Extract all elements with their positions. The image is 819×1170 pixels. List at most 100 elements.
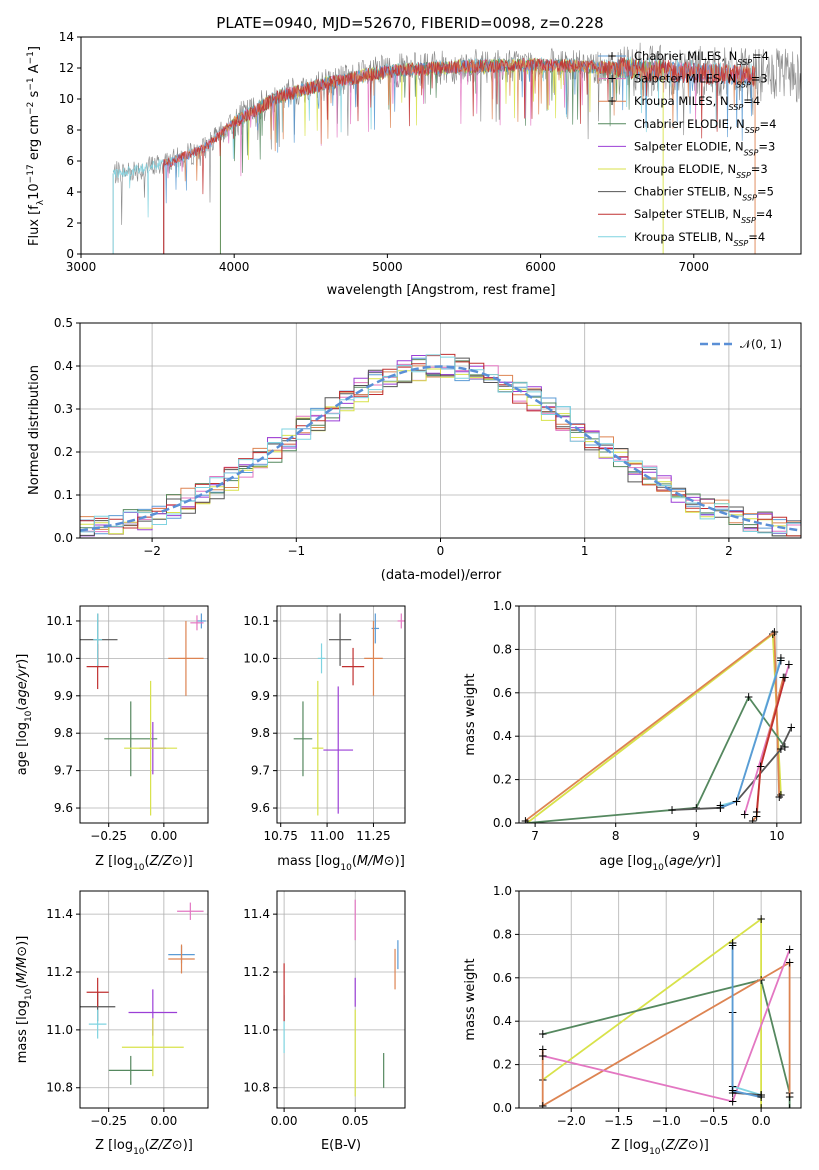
y-tick-label: 11.0 bbox=[46, 1023, 73, 1037]
legend-name: Salpeter STELIB, N bbox=[634, 207, 741, 221]
legend-value: =4 bbox=[760, 117, 777, 131]
y-tick-label: 14 bbox=[59, 30, 74, 44]
label-part: ( bbox=[661, 1138, 666, 1153]
label-part: mass [log bbox=[15, 1000, 30, 1063]
legend-label: Kroupa MILES, NSSP=4 bbox=[634, 94, 760, 112]
axes-frame bbox=[80, 36, 802, 255]
weight-vs-Z-axes: −2.0 −1.5 −1.0 −0.5 0.00.00.20.40.60.81.0+++… bbox=[493, 884, 802, 1128]
mass-vs-EBV-axes: 0.00 0.05 10.8 11.0 11.2 11.4 bbox=[243, 890, 406, 1128]
label-part: −1 bbox=[26, 51, 36, 64]
weight-marker: + bbox=[748, 814, 758, 828]
legend-label: Kroupa ELODIE, NSSP=3 bbox=[634, 162, 768, 180]
label-part: Flux [f bbox=[27, 205, 42, 246]
weight-marker: + bbox=[732, 794, 742, 808]
weight-marker: + bbox=[780, 740, 790, 754]
legend-sub: SSP bbox=[742, 193, 757, 202]
x-axis-label: (data-model)/error bbox=[381, 568, 502, 583]
residuals-axes: −2 −1 0 1 2 0.0 0.1 0.2 0.3 0.4 0.5 bbox=[54, 316, 802, 558]
y-tick-label: 10.1 bbox=[46, 614, 73, 628]
spectrum-axes: 3000 4000 5000 6000 7000 0 2 4 6 8 10 12 14 bbox=[59, 30, 802, 274]
label-part: ( bbox=[664, 854, 669, 869]
label-part: ] bbox=[27, 46, 42, 51]
label-part: Z/Z⊙ bbox=[149, 854, 183, 869]
weight-marker: + bbox=[538, 1027, 548, 1041]
weight-vs-age-plot-area: +++++++++++ + ++++ +++ +++++++++++ bbox=[520, 625, 796, 828]
x-tick-label: 0.0 bbox=[752, 1114, 771, 1128]
y-tick-label: 10.1 bbox=[243, 614, 270, 628]
weight-line bbox=[542, 917, 762, 1108]
label-part: )] bbox=[183, 1138, 193, 1153]
y-axis-label: Flux [fλ10−17 erg cm−2 s−1 A−1] bbox=[26, 46, 46, 246]
legend-sub: SSP bbox=[737, 58, 752, 67]
legend-sub: SSP bbox=[744, 148, 759, 157]
label-part: erg cm bbox=[27, 115, 42, 164]
x-tick-label: 0 bbox=[437, 544, 445, 558]
label-part: Z [log bbox=[611, 1138, 649, 1153]
axes-frame bbox=[518, 605, 802, 824]
weight-marker: + bbox=[786, 721, 796, 735]
label-part: ( bbox=[352, 854, 357, 869]
weight-marker: + bbox=[756, 912, 766, 926]
legend-label: Salpeter ELODIE, NSSP=3 bbox=[634, 139, 775, 157]
weight-marker: + bbox=[538, 1099, 548, 1113]
axes-frame bbox=[79, 322, 802, 539]
weight-marker: + bbox=[756, 760, 766, 774]
x-tick-label: −0.25 bbox=[90, 829, 127, 843]
weight-marker: + bbox=[520, 814, 530, 828]
label-part: 10 bbox=[27, 183, 42, 200]
legend-label: Kroupa STELIB, NSSP=4 bbox=[634, 230, 765, 248]
weight-marker: + bbox=[778, 671, 788, 685]
label-part: s bbox=[27, 90, 42, 101]
y-tick-label: 0.0 bbox=[493, 816, 512, 830]
legend-sub: SSP bbox=[745, 125, 760, 134]
y-tick-label: 0.0 bbox=[493, 1101, 512, 1115]
legend-sub: SSP bbox=[736, 171, 751, 180]
weight-marker: + bbox=[728, 1084, 738, 1098]
weight-marker: + bbox=[728, 936, 738, 950]
y-tick-label: 9.7 bbox=[54, 764, 73, 778]
label-part: age/yr bbox=[15, 662, 30, 705]
label-part: 10 bbox=[24, 710, 34, 722]
y-tick-label: 0.2 bbox=[493, 773, 512, 787]
weight-line bbox=[524, 630, 781, 822]
weight-line bbox=[731, 945, 762, 1099]
weight-marker: + bbox=[667, 803, 677, 817]
normal-curve bbox=[80, 365, 801, 532]
spectrum-plot-area bbox=[112, 42, 801, 254]
label-part: Z [log bbox=[95, 1138, 133, 1153]
label-part: age [log bbox=[15, 722, 30, 775]
x-axis-label: Z [log10(Z/Z⊙)] bbox=[611, 1138, 709, 1157]
x-tick-label: −2 bbox=[143, 544, 161, 558]
y-tick-label: 11.0 bbox=[243, 1023, 270, 1037]
weight-marker: + bbox=[776, 653, 786, 667]
x-tick-label: 8 bbox=[612, 829, 620, 843]
y-axis-label: mass weight bbox=[463, 673, 478, 755]
x-tick-label: 7000 bbox=[678, 260, 709, 274]
x-tick-label: 0.00 bbox=[271, 1114, 298, 1128]
legend-value: =4 bbox=[756, 207, 773, 221]
y-tick-label: 10.8 bbox=[46, 1081, 73, 1095]
y-tick-label: 8 bbox=[66, 123, 74, 137]
weight-marker: + bbox=[752, 805, 762, 819]
label-part: )] bbox=[699, 1138, 709, 1153]
weight-marker: + bbox=[538, 1049, 548, 1063]
weight-line bbox=[755, 677, 786, 813]
legend-marker: + bbox=[607, 94, 617, 108]
y-tick-label: 0.4 bbox=[493, 729, 512, 743]
y-tick-label: 9.8 bbox=[251, 726, 270, 740]
x-tick-label: 2 bbox=[725, 544, 733, 558]
legend-sub: SSP bbox=[734, 238, 749, 247]
legend-normal-label: 𝒩(0, 1) bbox=[740, 337, 782, 351]
axes-frame bbox=[79, 890, 209, 1109]
y-tick-label: 10.0 bbox=[243, 651, 270, 665]
weight-marker: + bbox=[776, 788, 786, 802]
label-part: mass [log bbox=[277, 854, 340, 869]
weight-marker: + bbox=[776, 651, 786, 665]
weight-vs-Z-plot-area: +++++++++++++++++++ +++ + bbox=[538, 912, 795, 1113]
legend-marker: + bbox=[607, 49, 617, 63]
legend-name: Salpeter MILES, N bbox=[634, 72, 736, 86]
legend-value: =4 bbox=[748, 230, 765, 244]
x-tick-label: 5000 bbox=[372, 260, 403, 274]
x-axis-label: Z [log10(Z/Z⊙)] bbox=[95, 854, 193, 873]
